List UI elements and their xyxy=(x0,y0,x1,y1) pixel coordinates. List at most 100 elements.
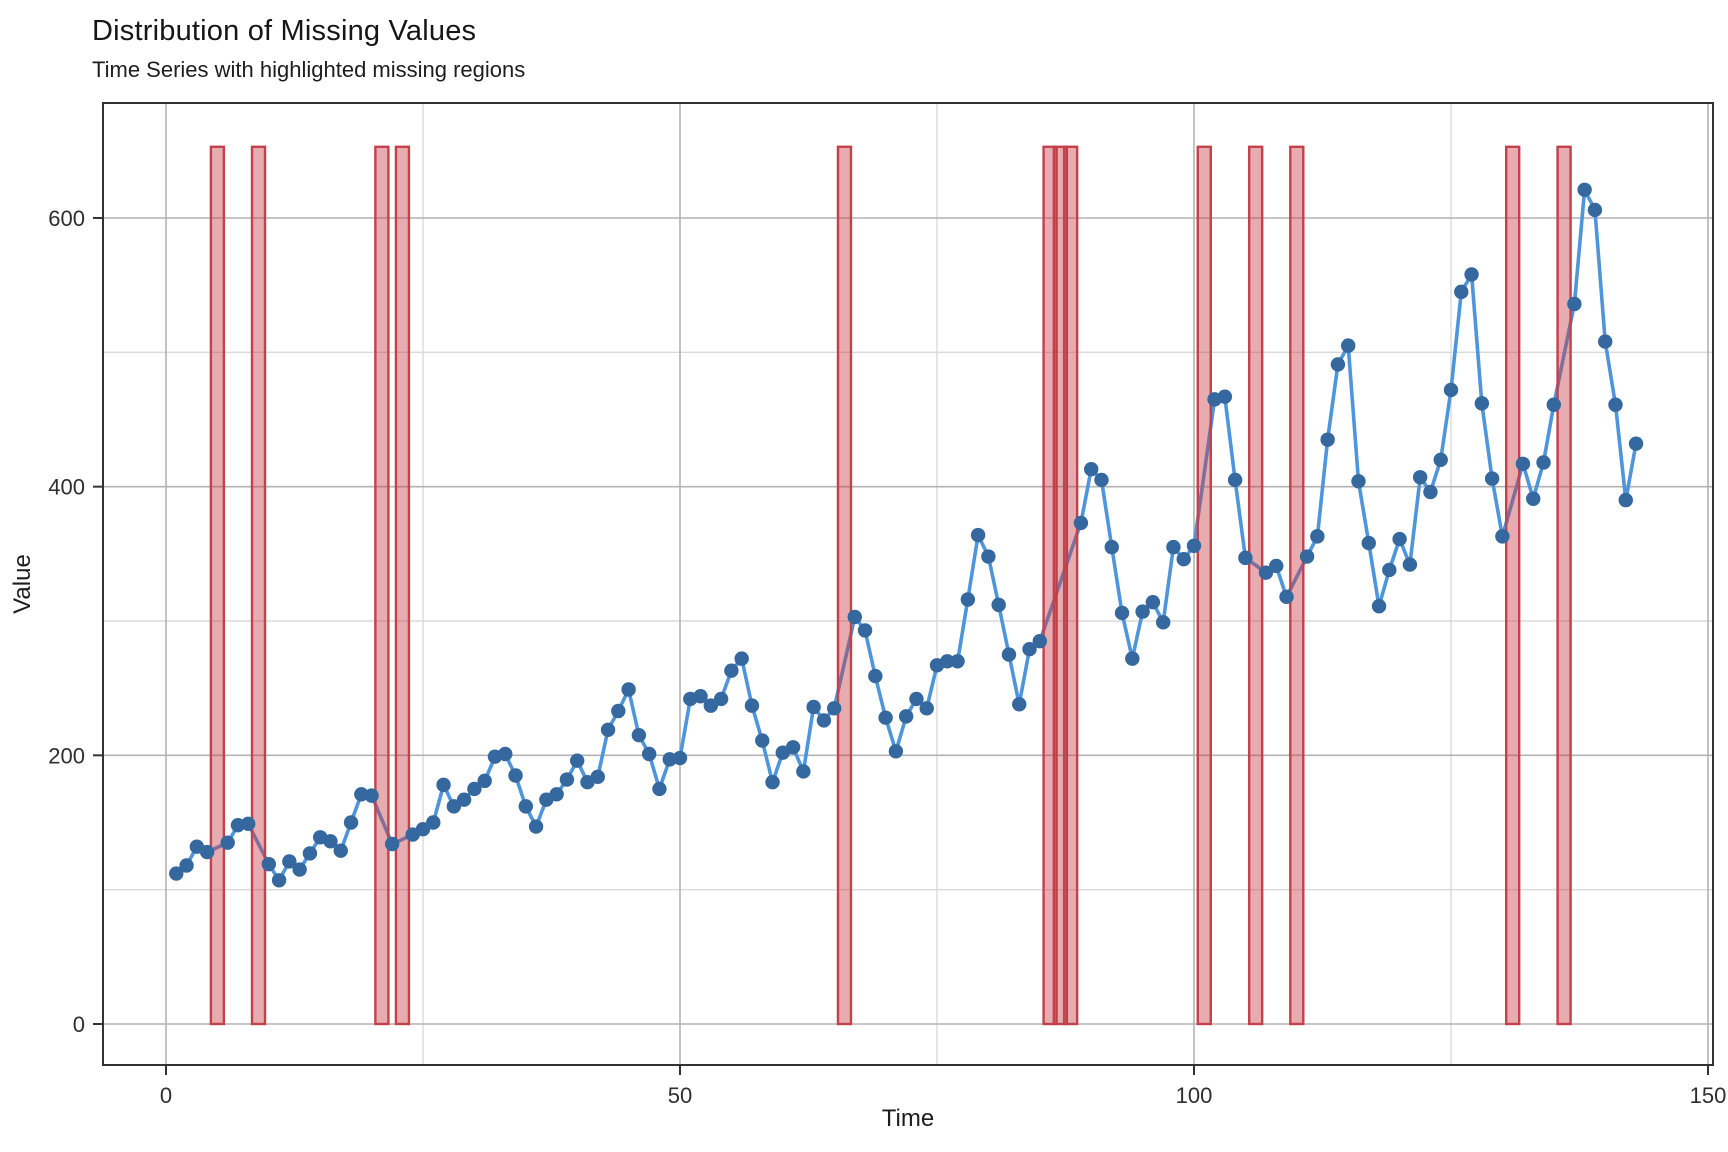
data-point xyxy=(1392,531,1407,547)
data-point xyxy=(415,822,431,837)
data-point xyxy=(1577,182,1592,197)
data-point xyxy=(1104,539,1119,555)
data-point xyxy=(1433,452,1448,468)
data-point xyxy=(919,701,934,716)
data-point xyxy=(909,691,924,707)
data-point xyxy=(477,773,492,789)
data-point xyxy=(1320,432,1335,447)
missing-region-bar xyxy=(394,145,411,1026)
data-point xyxy=(446,799,462,814)
data-point xyxy=(1382,562,1397,578)
data-point xyxy=(292,862,307,877)
y-axis-title: Value xyxy=(9,554,36,614)
data-point xyxy=(508,768,523,783)
missing-region-bar xyxy=(1196,145,1212,1026)
missing-region-bar xyxy=(209,145,226,1026)
data-point xyxy=(1176,552,1191,567)
data-point xyxy=(590,769,605,785)
x-tick-label: 100 xyxy=(1176,1083,1213,1108)
data-point xyxy=(1598,334,1613,349)
data-point xyxy=(1371,599,1387,614)
x-tick-label: 50 xyxy=(668,1083,692,1108)
data-point xyxy=(1166,539,1181,555)
data-point xyxy=(940,654,955,669)
data-point xyxy=(641,746,657,762)
y-tick-label: 0 xyxy=(73,1012,85,1037)
missing-region-bar xyxy=(836,145,853,1026)
missing-region-bar xyxy=(1289,145,1305,1026)
data-point xyxy=(621,682,636,697)
data-point xyxy=(169,866,184,881)
data-point xyxy=(384,836,400,852)
data-point xyxy=(1310,529,1325,544)
data-point xyxy=(1495,529,1510,544)
chart-subtitle: Time Series with highlighted missing reg… xyxy=(92,57,525,82)
missing-region-bar xyxy=(1504,145,1521,1026)
data-point xyxy=(1628,436,1644,451)
data-point xyxy=(333,843,348,858)
data-point xyxy=(498,746,513,762)
data-point xyxy=(631,727,647,743)
data-point xyxy=(1454,284,1469,300)
data-point xyxy=(1351,474,1366,489)
data-point xyxy=(713,691,729,707)
data-point xyxy=(1145,594,1161,610)
data-point xyxy=(672,750,688,766)
data-point xyxy=(1515,456,1531,472)
data-point xyxy=(199,844,215,860)
data-point xyxy=(241,816,256,832)
data-point xyxy=(827,701,842,716)
data-point xyxy=(703,698,719,713)
data-point xyxy=(755,733,770,748)
x-tick-label: 0 xyxy=(160,1083,172,1108)
data-point xyxy=(765,775,780,790)
data-point xyxy=(1423,484,1438,500)
data-point xyxy=(652,781,667,797)
data-point xyxy=(364,788,379,803)
x-axis-title: Time xyxy=(882,1105,934,1132)
data-point xyxy=(1608,397,1623,412)
data-point xyxy=(898,709,914,724)
data-point xyxy=(1012,697,1027,712)
chart-title: Distribution of Missing Values xyxy=(92,15,476,47)
missing-region-bar xyxy=(374,145,390,1026)
data-point xyxy=(570,753,585,768)
data-point xyxy=(600,722,616,738)
data-point xyxy=(261,856,276,872)
data-point xyxy=(1135,604,1150,619)
data-point xyxy=(1001,647,1017,662)
data-point xyxy=(1526,491,1541,506)
data-point xyxy=(559,772,575,787)
data-point xyxy=(1125,651,1140,666)
data-point xyxy=(1238,550,1253,566)
missing-region-bar xyxy=(1062,145,1079,1026)
data-point xyxy=(1217,389,1233,404)
data-point xyxy=(878,710,893,725)
data-point xyxy=(1361,535,1376,551)
data-point xyxy=(1186,538,1202,553)
data-point xyxy=(549,787,564,802)
data-point xyxy=(323,834,338,849)
data-point xyxy=(426,815,441,830)
data-point xyxy=(282,854,297,869)
data-point xyxy=(1474,396,1490,411)
data-point xyxy=(1341,338,1356,353)
data-point xyxy=(1443,382,1459,398)
data-point xyxy=(456,792,472,807)
data-point xyxy=(1536,455,1551,470)
data-point xyxy=(816,713,832,728)
data-point xyxy=(1567,296,1582,312)
data-point xyxy=(1094,472,1109,488)
data-point xyxy=(1618,492,1633,508)
missing-region-bar xyxy=(1247,145,1264,1026)
data-point xyxy=(960,592,976,607)
data-point xyxy=(1022,642,1037,657)
data-point xyxy=(1546,397,1562,412)
data-point xyxy=(796,764,811,779)
data-point xyxy=(1084,462,1099,477)
data-point xyxy=(950,654,965,669)
data-point xyxy=(1269,558,1284,574)
missing-region-bar xyxy=(1556,145,1572,1026)
